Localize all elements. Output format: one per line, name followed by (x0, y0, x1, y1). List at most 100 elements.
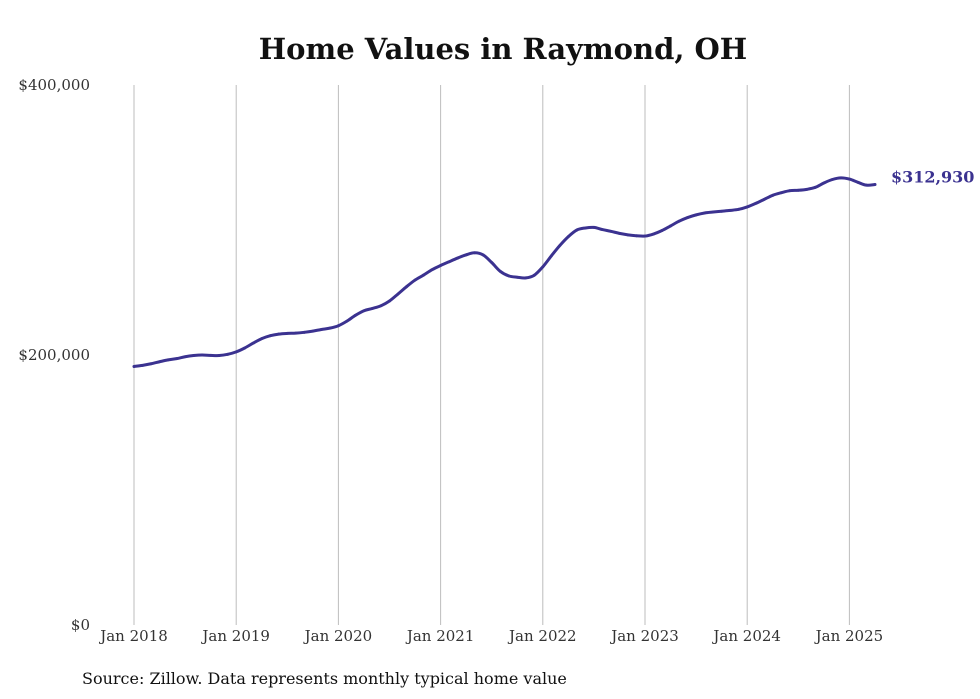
data-point (541, 265, 545, 269)
y-tick-label: $0 (71, 616, 90, 634)
data-point (813, 185, 817, 189)
data-point (856, 180, 860, 184)
x-tick-label: Jan 2018 (98, 627, 168, 645)
data-point (771, 193, 775, 197)
data-point (498, 269, 502, 273)
data-point (643, 234, 647, 238)
data-point (158, 360, 161, 364)
data-point (575, 228, 579, 232)
source-note: Source: Zillow. Data represents monthly … (82, 669, 567, 688)
y-axis-ticks: $0 $200,000 $400,000 (18, 76, 90, 634)
data-point (848, 177, 851, 181)
x-tick-label: Jan 2025 (814, 627, 884, 645)
x-tick-label: Jan 2023 (609, 627, 679, 645)
data-point (413, 278, 417, 282)
data-point (566, 235, 570, 239)
data-point (405, 285, 408, 289)
data-point (430, 268, 434, 272)
data-point (345, 319, 349, 323)
data-point (277, 332, 281, 336)
data-point (805, 187, 809, 191)
x-tick-label: Jan 2022 (507, 627, 577, 645)
data-point (711, 210, 715, 214)
data-point (422, 273, 425, 277)
data-point (822, 181, 826, 185)
data-point (217, 354, 221, 357)
chart-title: Home Values in Raymond, OH (259, 32, 747, 66)
data-point (762, 197, 766, 201)
data-point (251, 341, 255, 345)
data-point (490, 261, 494, 264)
data-point (141, 363, 144, 367)
x-axis-ticks: Jan 2018 Jan 2019 Jan 2020 Jan 2021 Jan 2022… (98, 627, 883, 645)
data-point (132, 365, 136, 368)
series-layer: $312,930 (132, 167, 975, 368)
data-point (507, 274, 511, 278)
data-point (234, 350, 238, 354)
data-point (745, 205, 749, 209)
data-point (737, 207, 741, 211)
data-point (865, 183, 868, 187)
x-tick-label: Jan 2020 (303, 627, 373, 645)
data-point (609, 229, 613, 233)
data-point (660, 229, 664, 232)
data-point (362, 309, 366, 313)
data-point (592, 226, 596, 229)
data-point (183, 355, 187, 359)
data-point (788, 189, 792, 193)
data-point (677, 219, 681, 223)
data-point (754, 201, 758, 205)
data-point (720, 209, 724, 213)
data-point (175, 357, 178, 361)
y-tick-label: $200,000 (18, 346, 90, 364)
data-point (635, 234, 638, 238)
data-point (532, 273, 536, 277)
data-point (285, 332, 289, 335)
data-point (337, 324, 340, 328)
data-point (686, 216, 689, 219)
data-point (226, 352, 230, 356)
data-point (839, 176, 843, 180)
data-point (354, 313, 357, 317)
data-point (200, 353, 204, 357)
data-point (302, 330, 306, 334)
data-point (294, 331, 298, 335)
data-point (652, 232, 655, 236)
data-point (694, 213, 698, 217)
data-point (549, 254, 553, 258)
grid-layer (133, 85, 850, 625)
data-point (626, 233, 630, 237)
data-point (796, 188, 800, 192)
data-point (311, 329, 315, 333)
data-point (260, 337, 264, 341)
x-tick-label: Jan 2024 (711, 627, 781, 645)
y-tick-label: $400,000 (18, 76, 90, 94)
data-point (243, 346, 247, 350)
data-point (473, 251, 477, 255)
data-point (728, 209, 732, 212)
data-point (209, 354, 213, 357)
data-point (618, 231, 621, 235)
data-point (439, 264, 442, 267)
data-point (703, 211, 707, 215)
data-point (456, 256, 460, 260)
data-point (268, 334, 272, 338)
data-point (779, 191, 783, 195)
data-point (583, 226, 587, 230)
end-value-label: $312,930 (891, 167, 975, 186)
data-point (396, 292, 400, 296)
data-point (192, 354, 196, 357)
data-point (558, 244, 562, 247)
x-tick-label: Jan 2021 (405, 627, 475, 645)
data-point (319, 328, 323, 331)
data-point (447, 260, 451, 264)
data-point (481, 253, 485, 257)
data-point (379, 304, 383, 308)
data-point (166, 358, 170, 362)
data-point (464, 253, 468, 257)
data-point (873, 183, 877, 186)
data-point (371, 307, 374, 310)
series-line (132, 176, 877, 368)
